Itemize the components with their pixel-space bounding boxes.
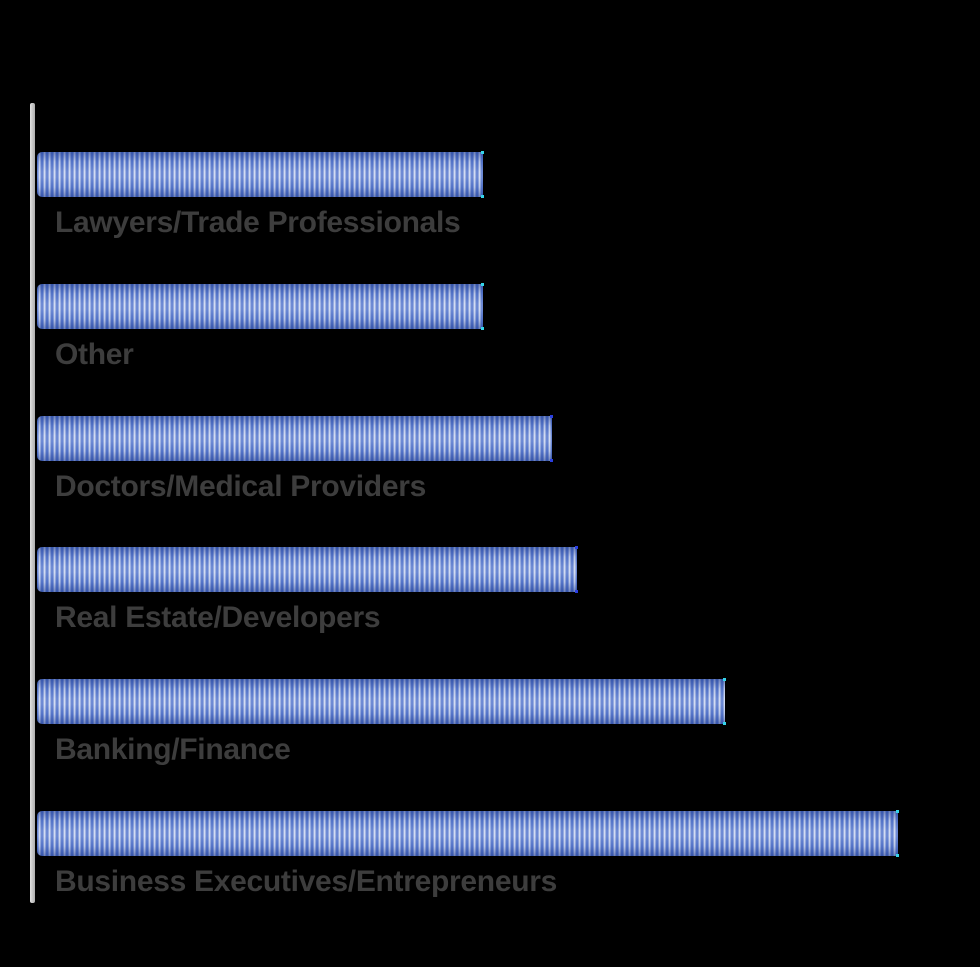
bar-label: Real Estate/Developers xyxy=(55,601,381,634)
bar-corner-marker xyxy=(575,546,578,549)
bar xyxy=(37,151,484,198)
bar-corner-marker xyxy=(481,327,484,330)
bar-corner-marker xyxy=(723,722,726,725)
bar-row: Business Executives/Entrepreneurs xyxy=(37,810,899,899)
bar-row: Doctors/Medical Providers xyxy=(37,415,553,504)
bar xyxy=(37,415,553,462)
bar-label: Doctors/Medical Providers xyxy=(55,470,426,503)
bar-corner-marker xyxy=(481,283,484,286)
bar-corner-marker xyxy=(896,810,899,813)
bar-corner-marker xyxy=(723,678,726,681)
bar xyxy=(37,678,726,725)
bar-corner-marker xyxy=(550,459,553,462)
y-axis-line xyxy=(30,103,35,903)
bar-corner-marker xyxy=(575,590,578,593)
bar-label: Lawyers/Trade Professionals xyxy=(55,206,461,239)
bar xyxy=(37,810,899,857)
bar-corner-marker xyxy=(896,854,899,857)
bar-row: Lawyers/Trade Professionals xyxy=(37,151,484,240)
bar-row: Banking/Finance xyxy=(37,678,726,767)
bar xyxy=(37,546,578,593)
bar-corner-marker xyxy=(481,151,484,154)
bar-row: Real Estate/Developers xyxy=(37,546,578,635)
bar-corner-marker xyxy=(481,195,484,198)
bar-label: Other xyxy=(55,338,134,371)
bar-corner-marker xyxy=(550,415,553,418)
bar-label: Banking/Finance xyxy=(55,733,291,766)
bar-row: Other xyxy=(37,283,484,372)
bar xyxy=(37,283,484,330)
bar-label: Business Executives/Entrepreneurs xyxy=(55,865,557,898)
